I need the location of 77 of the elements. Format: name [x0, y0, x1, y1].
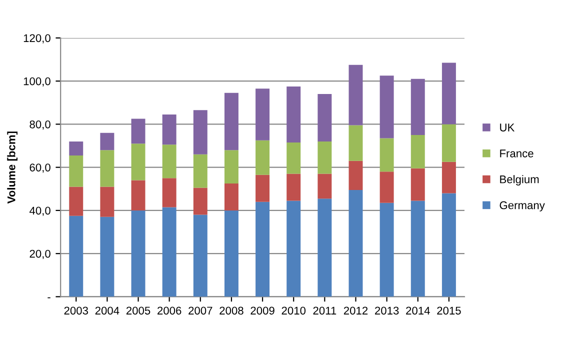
- bar: [100, 150, 114, 187]
- x-tick-label: 2010: [282, 306, 306, 315]
- x-tick-label: 2015: [437, 306, 461, 315]
- bar: [131, 210, 146, 297]
- y-tick-label: 20,0: [30, 250, 50, 260]
- bar: [69, 186, 84, 216]
- bar: [286, 86, 301, 143]
- x-tick-label: 2006: [158, 306, 182, 315]
- y-tick-label: -: [48, 297, 50, 298]
- bar: [100, 132, 114, 150]
- bar: [318, 94, 332, 142]
- bar: [286, 200, 301, 297]
- bar: [162, 144, 176, 178]
- x-tick-label: 2008: [220, 306, 244, 315]
- bar: [256, 140, 270, 175]
- bar: [442, 193, 456, 297]
- bar: [162, 114, 176, 145]
- bar: [162, 207, 176, 297]
- bar: [442, 62, 456, 124]
- bar: [100, 186, 114, 217]
- bar: [256, 174, 270, 202]
- legend-label: France: [500, 150, 534, 158]
- x-tick-label: 2014: [406, 306, 430, 315]
- x-tick-label: 2009: [250, 306, 274, 315]
- bar: [318, 198, 332, 297]
- bar: [410, 134, 425, 168]
- bar: [162, 178, 176, 208]
- bar: [193, 154, 208, 188]
- y-tick-label: 80,0: [30, 120, 50, 130]
- bar: [100, 216, 114, 297]
- bar: [193, 214, 208, 297]
- legend-label: Belgium: [500, 175, 539, 186]
- x-tick-label: 2005: [126, 306, 150, 315]
- x-tick-label: 2011: [313, 306, 336, 315]
- bar: [410, 200, 425, 297]
- bar: [380, 172, 394, 203]
- bar: [256, 88, 270, 140]
- y-tick-label: 120,0: [24, 34, 50, 44]
- y-tick-label: 40,0: [29, 206, 50, 216]
- bar: [318, 174, 332, 199]
- bar: [193, 110, 208, 154]
- legend-label: Germany: [500, 201, 545, 212]
- bar: [442, 162, 456, 194]
- bar: [131, 118, 146, 144]
- bar: [348, 125, 363, 161]
- legend-label: UK: [500, 124, 515, 132]
- bar: [380, 138, 394, 172]
- bar: [410, 168, 425, 201]
- bar: [193, 188, 208, 215]
- bar: [410, 78, 425, 135]
- bar: [318, 141, 332, 174]
- y-tick-label: 60,0: [30, 164, 50, 173]
- bar: [224, 92, 238, 150]
- bar: [348, 190, 363, 297]
- x-tick-label: 2012: [344, 306, 368, 315]
- bar: [380, 76, 394, 138]
- bar: [380, 202, 394, 297]
- x-tick-label: 2003: [64, 306, 88, 315]
- bar: [442, 124, 456, 162]
- bar: [224, 150, 238, 184]
- bar: [286, 174, 301, 201]
- x-tick-label: 2007: [188, 306, 212, 315]
- bar: [131, 180, 146, 210]
- bar: [286, 142, 301, 174]
- bar: [256, 202, 270, 297]
- bar: [131, 144, 146, 180]
- y-tick-label: 100,0: [24, 77, 50, 87]
- bar: [224, 210, 238, 297]
- x-tick-label: 2004: [95, 306, 120, 315]
- x-tick-label: 2013: [375, 306, 399, 315]
- bar: [69, 216, 84, 297]
- bar: [69, 141, 84, 156]
- bar: [348, 160, 363, 190]
- y-axis-title: Volume [bcm]: [7, 132, 18, 204]
- bar: [69, 155, 84, 187]
- bar: [224, 183, 238, 210]
- bar: [348, 64, 363, 126]
